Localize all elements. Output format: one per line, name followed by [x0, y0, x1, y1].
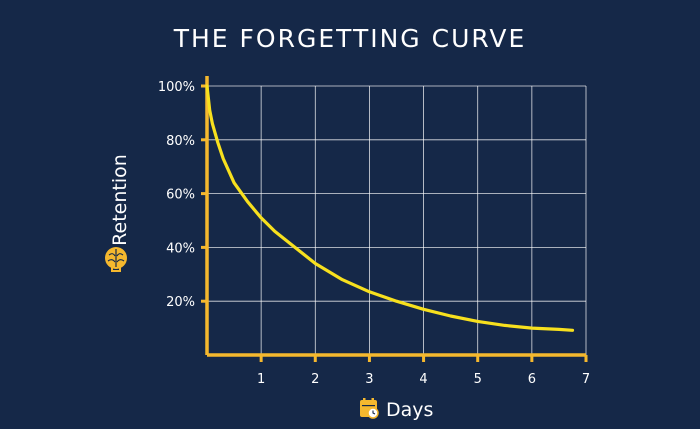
x-tick-label: 3	[365, 372, 373, 387]
series	[205, 84, 575, 332]
x-tick-label: 4	[419, 372, 427, 387]
grid	[207, 85, 587, 355]
y-tick-label: 80%	[166, 134, 195, 149]
calendar-clock-icon	[360, 398, 379, 419]
y-tick-label: 20%	[166, 295, 195, 310]
x-tick-labels: 1 2 3 4 5 6 7	[257, 372, 590, 387]
y-tick-label: 40%	[166, 241, 195, 256]
x-axis-label: Days	[386, 399, 433, 421]
y-tick-labels: 20% 40% 60% 80% 100%	[158, 80, 195, 310]
x-tick-label: 1	[257, 372, 265, 387]
x-tick-label: 7	[582, 372, 590, 387]
y-tick-label: 100%	[158, 80, 195, 95]
x-tick-label: 2	[311, 372, 319, 387]
y-axis-label-group: Retention	[109, 154, 131, 246]
axes	[201, 76, 588, 362]
brain-icon	[105, 247, 127, 272]
x-tick-label: 6	[528, 372, 536, 387]
y-tick-label: 60%	[166, 188, 195, 203]
chart-title: THE FORGETTING CURVE	[173, 24, 527, 53]
y-axis-label: Retention	[109, 154, 131, 246]
retention-curve	[205, 84, 575, 332]
x-tick-label: 5	[474, 372, 482, 387]
